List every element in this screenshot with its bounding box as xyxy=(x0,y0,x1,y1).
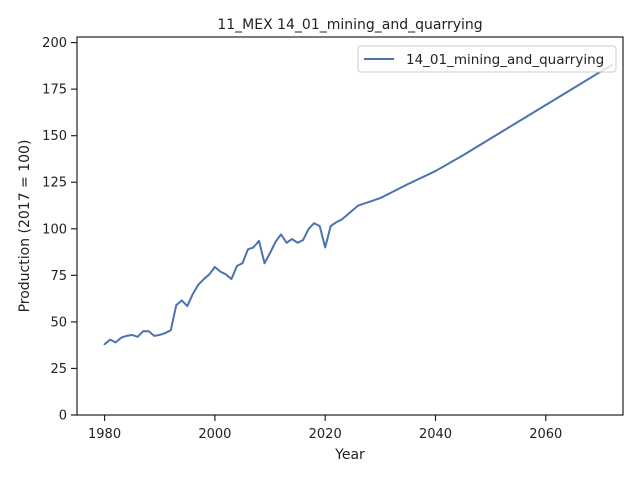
legend: 14_01_mining_and_quarrying xyxy=(357,45,617,73)
x-tick-label: 2000 xyxy=(198,427,231,442)
axes-frame xyxy=(76,36,624,416)
y-tick-label: 0 xyxy=(59,409,67,424)
series-layer xyxy=(103,63,613,346)
plot-area xyxy=(76,36,624,416)
y-tick-label: 200 xyxy=(42,36,67,51)
chart-title: 11_MEX 14_01_mining_and_quarrying xyxy=(217,17,482,33)
y-tick-label: 25 xyxy=(50,362,67,377)
y-tick-label: 125 xyxy=(42,176,67,191)
series-line xyxy=(103,63,613,346)
y-tick-label: 50 xyxy=(50,315,67,330)
y-tick-label: 100 xyxy=(42,222,67,237)
y-tick-label: 75 xyxy=(50,269,67,284)
x-axis-label: Year xyxy=(334,447,365,463)
x-tick-label: 2040 xyxy=(419,427,452,442)
y-axis-label: Production (2017 = 100) xyxy=(17,140,33,313)
y-tick-label: 150 xyxy=(42,129,67,144)
x-tick-label: 2020 xyxy=(309,427,342,442)
y-axis: 0 25 50 75 100 125 150 175 200 xyxy=(42,36,77,424)
x-tick-label: 1980 xyxy=(88,427,121,442)
x-axis: 1980 2000 2020 2040 2060 xyxy=(88,415,562,442)
legend-box xyxy=(357,45,617,73)
y-tick-label: 175 xyxy=(42,83,67,98)
legend-label: 14_01_mining_and_quarrying xyxy=(406,52,604,68)
x-tick-label: 2060 xyxy=(529,427,562,442)
